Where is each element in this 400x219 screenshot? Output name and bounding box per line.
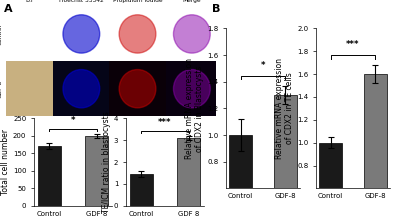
Bar bbox=[274, 95, 297, 219]
Text: ***: *** bbox=[158, 118, 172, 127]
Circle shape bbox=[174, 15, 210, 53]
Y-axis label: Total cell number: Total cell number bbox=[1, 129, 10, 195]
Bar bbox=[85, 136, 108, 206]
Bar bbox=[6, 61, 53, 116]
Text: GDF-8: GDF-8 bbox=[0, 79, 2, 98]
Circle shape bbox=[63, 15, 100, 53]
Text: Control: Control bbox=[0, 23, 2, 44]
Bar bbox=[53, 116, 110, 171]
Bar bbox=[177, 138, 200, 206]
Text: Hoechst 33342: Hoechst 33342 bbox=[59, 0, 104, 3]
Text: B: B bbox=[212, 4, 220, 14]
Bar bbox=[38, 146, 61, 206]
Bar bbox=[166, 61, 218, 116]
Y-axis label: Relative mRNA expression
of CDX2 in TE cells: Relative mRNA expression of CDX2 in TE c… bbox=[275, 58, 294, 159]
Circle shape bbox=[174, 70, 210, 108]
Circle shape bbox=[119, 70, 156, 108]
Bar bbox=[110, 116, 166, 171]
Bar bbox=[166, 116, 218, 171]
Y-axis label: TE/ICM ratio in blastocysts: TE/ICM ratio in blastocysts bbox=[102, 111, 111, 213]
Circle shape bbox=[63, 70, 100, 108]
Text: *: * bbox=[71, 116, 75, 125]
Text: *: * bbox=[261, 61, 265, 70]
Y-axis label: Relative mRNA expression
of CDX2 in Blastocysts: Relative mRNA expression of CDX2 in Blas… bbox=[185, 58, 204, 159]
Bar bbox=[229, 135, 252, 219]
Text: A: A bbox=[4, 4, 13, 14]
Bar bbox=[364, 74, 387, 219]
Text: ***: *** bbox=[346, 40, 360, 49]
Bar bbox=[130, 174, 153, 206]
Bar bbox=[53, 61, 110, 116]
Bar bbox=[6, 116, 53, 171]
Text: B.F: B.F bbox=[25, 0, 34, 3]
Circle shape bbox=[119, 15, 156, 53]
Bar bbox=[110, 61, 166, 116]
Bar bbox=[319, 143, 342, 219]
Text: Merge: Merge bbox=[182, 0, 201, 3]
Text: Propidium iodide: Propidium iodide bbox=[113, 0, 162, 3]
